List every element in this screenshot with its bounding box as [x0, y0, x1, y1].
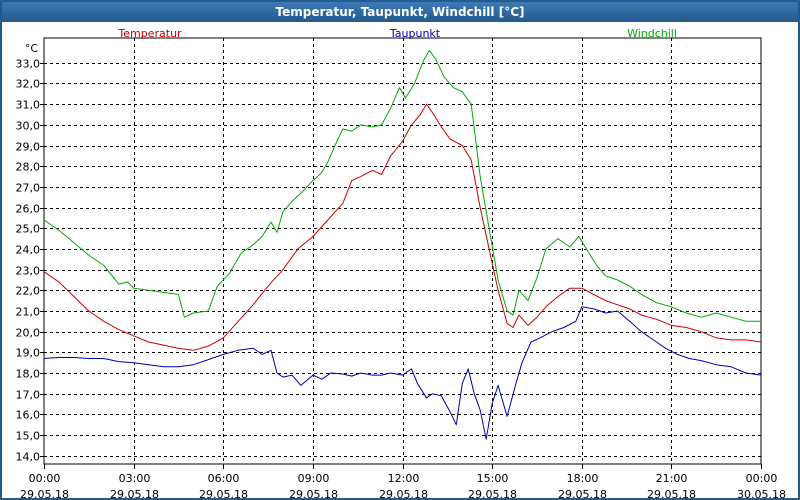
- window-title: Temperatur, Taupunkt, Windchill [°C]: [2, 2, 798, 22]
- y-tick-label: 20,0: [16, 327, 41, 340]
- y-tick-label: 25,0: [16, 223, 41, 236]
- series-line-temperatur: [43, 103, 762, 351]
- x-tick-date-label: 29.05.18: [468, 488, 517, 498]
- x-tick-time-label: 09:00: [298, 472, 330, 485]
- y-tick-label: 23,0: [16, 265, 41, 278]
- y-tick-label: 15,0: [16, 430, 41, 443]
- y-tick-label: 21,0: [16, 306, 41, 319]
- x-tick-time-label: 00:00: [29, 472, 61, 485]
- series-line-windchill: [43, 49, 761, 322]
- y-tick-label: 19,0: [16, 347, 41, 360]
- x-tick-time-label: 12:00: [388, 472, 420, 485]
- y-axis-unit-label: °C: [25, 42, 39, 55]
- y-tick-label: 32,0: [16, 78, 41, 91]
- x-tick-date-label: 29.05.18: [558, 488, 607, 498]
- y-tick-label: 16,0: [16, 409, 41, 422]
- y-tick-label: 30,0: [16, 120, 41, 133]
- y-tick-label: 33,0: [16, 58, 41, 71]
- legend-taupunkt: Taupunkt: [389, 27, 441, 40]
- x-tick-time-label: 18:00: [567, 472, 599, 485]
- x-tick-date-label: 29.05.18: [647, 488, 696, 498]
- legend-temperatur: Temperatur: [117, 27, 182, 40]
- x-tick-date-label: 30.05.18: [737, 488, 786, 498]
- legend-windchill: Windchill: [627, 27, 677, 40]
- y-tick-label: 31,0: [16, 99, 41, 112]
- y-tick-label: 29,0: [16, 141, 41, 154]
- y-tick-label: 27,0: [16, 182, 41, 195]
- y-tick-label: 18,0: [16, 368, 41, 381]
- y-tick-label: 26,0: [16, 203, 41, 216]
- y-tick-label: 24,0: [16, 244, 41, 257]
- series-line-taupunkt: [43, 306, 762, 440]
- x-tick-date-label: 29.05.18: [110, 488, 159, 498]
- x-tick-time-label: 00:00: [746, 472, 778, 485]
- x-tick-time-label: 21:00: [656, 472, 688, 485]
- x-tick-time-label: 06:00: [208, 472, 240, 485]
- plot-area: [43, 37, 762, 465]
- y-tick-label: 14,0: [16, 451, 41, 464]
- y-tick-label: 17,0: [16, 389, 41, 402]
- y-tick-label: 28,0: [16, 161, 41, 174]
- x-tick-time-label: 03:00: [119, 472, 151, 485]
- x-tick-date-label: 29.05.18: [289, 488, 338, 498]
- x-tick-date-label: 29.05.18: [379, 488, 428, 498]
- x-tick-date-label: 29.05.18: [20, 488, 69, 498]
- y-tick-label: 22,0: [16, 285, 41, 298]
- x-tick-date-label: 29.05.18: [199, 488, 248, 498]
- x-tick-time-label: 15:00: [477, 472, 509, 485]
- line-chart: 14,0 15,0 16,0 17,0 18,0 19,0 20,0 21,0 22,0 23,0…: [16, 27, 786, 498]
